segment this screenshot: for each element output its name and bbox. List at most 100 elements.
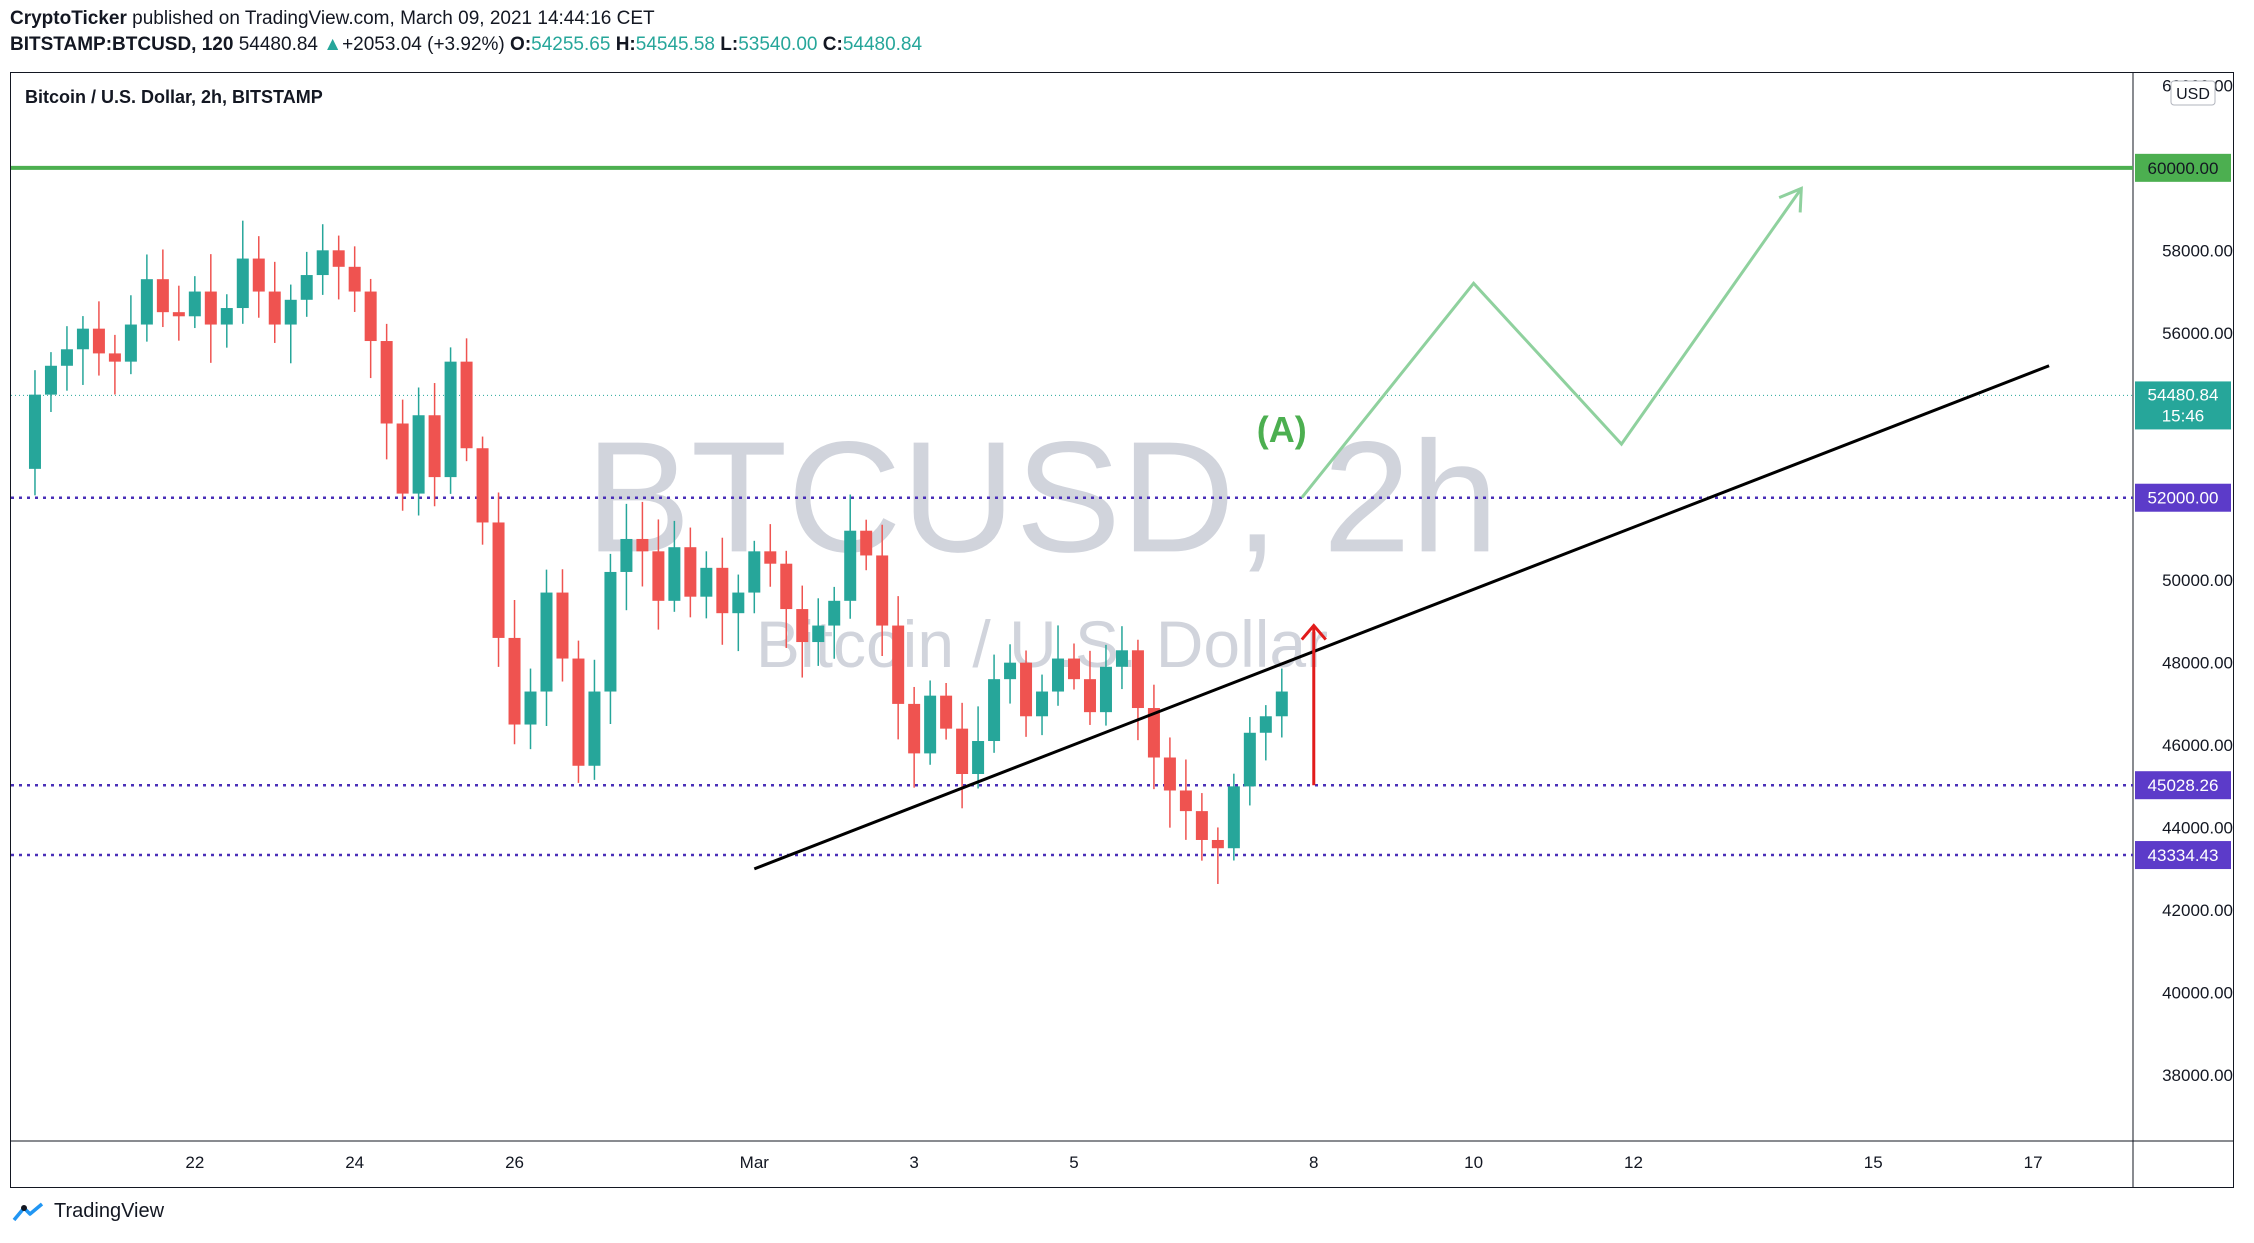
candle-body — [140, 279, 153, 325]
candle-body — [60, 349, 73, 366]
candle-body — [44, 365, 57, 395]
footer-brand[interactable]: TradingView — [12, 1200, 164, 1223]
candle-body — [28, 394, 41, 469]
published-text: published on TradingView.com, March 09, … — [132, 8, 655, 29]
wave-a-label: (A) — [1257, 409, 1307, 450]
low-label: L: — [720, 34, 739, 55]
candle-body — [716, 567, 729, 614]
support-level-badge — [2135, 841, 2231, 870]
open-label: O: — [510, 34, 532, 55]
chart-title: Bitcoin / U.S. Dollar, 2h, BITSTAMP — [25, 87, 323, 107]
candle-body — [332, 250, 345, 267]
candle-body — [508, 637, 521, 725]
candle-body — [1211, 839, 1224, 849]
candle-body — [284, 299, 297, 325]
candle-body — [636, 538, 649, 552]
candle-body — [428, 415, 441, 478]
candle-body — [1147, 708, 1160, 758]
candle-body — [348, 266, 361, 292]
candle-body — [748, 551, 761, 593]
candle-body — [732, 592, 745, 614]
symbol-label: BITSTAMP:BTCUSD, 120 — [10, 34, 234, 55]
candle-body — [1115, 650, 1128, 667]
candle-body — [588, 691, 601, 766]
support-level-badge — [2135, 483, 2231, 512]
candle-body — [876, 555, 889, 626]
candle-body — [460, 361, 473, 449]
candle-body — [1004, 662, 1017, 680]
last-price: 54480.84 — [238, 34, 318, 55]
bounce-arrow-head — [1300, 623, 1327, 641]
open-value: 54255.65 — [531, 34, 611, 55]
candle-body — [652, 551, 665, 601]
candle-body — [252, 258, 265, 292]
high-value: 54545.58 — [635, 34, 715, 55]
candle-body — [844, 530, 857, 601]
candle-body — [956, 728, 969, 775]
low-value: 53540.00 — [738, 34, 818, 55]
candle-body — [1227, 786, 1240, 849]
x-tick-label: 17 — [2024, 1153, 2043, 1172]
high-label: H: — [615, 34, 636, 55]
ascending-trendline — [753, 364, 2050, 871]
candle-body — [620, 538, 633, 572]
currency-label: USD — [2176, 86, 2210, 103]
candle-body — [1259, 716, 1272, 733]
footer-brand-label: TradingView — [54, 1200, 165, 1222]
candle-body — [124, 324, 137, 362]
candle-body — [988, 679, 1001, 742]
x-tick-label: 22 — [185, 1153, 204, 1172]
support-level-label: 43334.43 — [2148, 846, 2219, 865]
candle-body — [524, 691, 537, 725]
candle-body — [76, 328, 89, 350]
projection-arrowhead — [1778, 186, 1803, 213]
candle-body — [92, 328, 105, 354]
last-price-label: 54480.84 — [2148, 385, 2219, 404]
price-change: +2053.04 (+3.92%) — [342, 34, 505, 55]
candle-body — [972, 741, 985, 775]
x-tick-label: 24 — [345, 1153, 364, 1172]
currency-box — [2170, 80, 2216, 106]
change-arrow-icon: ▲ — [323, 34, 343, 55]
close-label: C: — [822, 34, 843, 55]
candle-body — [1131, 650, 1144, 709]
tradingview-logo-icon — [12, 1202, 44, 1221]
candle-body — [1067, 658, 1080, 680]
candle-body — [380, 341, 393, 424]
y-tick-label: 38000.00 — [2162, 1066, 2233, 1085]
candle-body — [396, 423, 409, 494]
candle-body — [412, 415, 425, 494]
candle-body — [188, 291, 201, 317]
candle-body — [812, 625, 825, 643]
y-tick-label: 48000.00 — [2162, 654, 2233, 673]
candle-body — [444, 361, 457, 478]
y-tick-label: 46000.00 — [2162, 736, 2233, 755]
watermark-description: Bitcoin / U.S. Dollar — [756, 607, 1328, 681]
candle-body — [1052, 658, 1065, 692]
x-tick-label: 15 — [1864, 1153, 1883, 1172]
target-level-label: 60000.00 — [2148, 159, 2219, 178]
y-tick-label: 58000.00 — [2162, 241, 2233, 260]
support-level-label: 52000.00 — [2148, 489, 2219, 508]
target-level-badge — [2135, 153, 2231, 182]
ohlc-line: BITSTAMP:BTCUSD, 120 54480.84 ▲+2053.04 … — [10, 34, 922, 56]
candle-body — [924, 695, 937, 754]
x-tick-label: 3 — [909, 1153, 918, 1172]
y-tick-label: 44000.00 — [2162, 819, 2233, 838]
close-value: 54480.84 — [842, 34, 923, 55]
candle-body — [684, 547, 697, 597]
support-level-badge — [2135, 771, 2231, 800]
candle-body — [780, 563, 793, 610]
candle-body — [156, 279, 169, 313]
candle-body — [828, 600, 841, 626]
projection-path — [1300, 187, 1803, 499]
candle-body — [556, 592, 569, 659]
candle-body — [540, 592, 553, 692]
candle-body — [492, 522, 505, 638]
candle-body — [1099, 666, 1112, 713]
candle-body — [1243, 732, 1256, 787]
candle-body — [1275, 691, 1288, 717]
candle-body — [236, 258, 249, 309]
